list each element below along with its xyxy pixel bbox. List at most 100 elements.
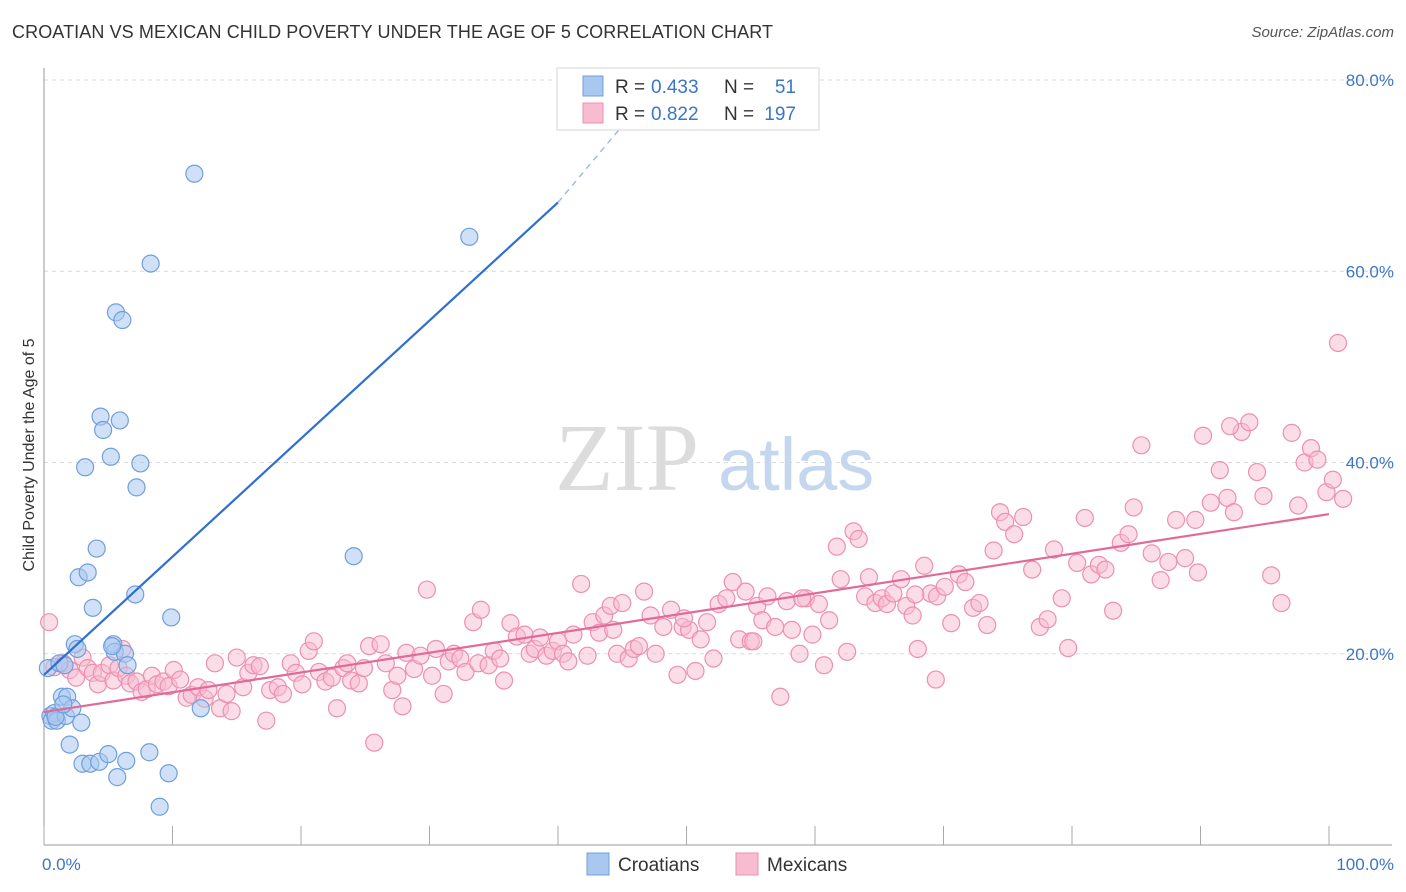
mexicans-point — [1014, 507, 1033, 527]
mexicans-point — [793, 589, 812, 608]
mexicans-point — [222, 702, 241, 721]
mexicans-point — [884, 584, 903, 603]
mexicans-point — [1023, 560, 1042, 579]
bottom-legend-swatch-mexicans — [735, 852, 759, 876]
mexicans-point — [365, 733, 384, 752]
mexicans-point — [1188, 563, 1208, 582]
mexicans-point — [217, 684, 236, 704]
mexicans-point — [744, 632, 763, 651]
mexicans-point — [199, 680, 218, 700]
gridlines — [44, 79, 1392, 655]
croatians-point — [150, 797, 169, 816]
mexicans-point — [849, 529, 868, 549]
mexicans-point — [205, 654, 225, 673]
croatians-point — [185, 164, 204, 183]
legend-croatians-r-value: 0.433 — [651, 77, 699, 98]
bottom-legend-mexicans: Mexicans — [767, 855, 847, 876]
mexicans-point — [1262, 566, 1281, 585]
mexicans-point — [978, 615, 997, 635]
mexicans-point — [1186, 510, 1205, 529]
croatians-point — [99, 745, 118, 764]
croatians-point — [83, 598, 102, 617]
croatians-trend-line — [43, 201, 559, 676]
mexicans-point — [1323, 470, 1342, 489]
x-tick-label-max: 100.0% — [1336, 855, 1394, 874]
mexicans-point — [723, 572, 742, 592]
mexicans-point — [257, 711, 276, 730]
mexicans-point — [942, 614, 961, 633]
mexicans-point — [559, 652, 578, 671]
mexicans-point — [1201, 493, 1220, 512]
mexicans-point — [471, 600, 490, 619]
mexicans-point — [766, 617, 785, 637]
mexicans-point — [629, 636, 649, 656]
mexicans-point — [494, 671, 514, 690]
mexicans-point — [908, 639, 927, 659]
mexicans-point — [820, 611, 839, 630]
croatians-point — [118, 656, 137, 675]
mexicans-point — [814, 656, 834, 675]
mexicans-point — [1282, 423, 1301, 442]
x-tick-marks — [43, 826, 1330, 845]
legend-croatians-r-label: R = — [615, 77, 645, 98]
mexicans-point — [40, 613, 59, 632]
mexicans-point — [1247, 462, 1267, 482]
mexicans-point — [1059, 638, 1078, 658]
mexicans-point — [771, 687, 790, 706]
mexicans-point — [956, 572, 975, 592]
mexicans-point — [1096, 560, 1115, 579]
mexicans-point — [935, 577, 954, 596]
mexicans-point — [668, 665, 687, 684]
legend-mexicans-n-value: 197 — [764, 104, 796, 125]
croatians-point — [72, 713, 91, 732]
mexicans-point — [515, 625, 534, 644]
mexicans-point — [171, 670, 190, 689]
mexicans-point — [1334, 489, 1353, 508]
mexicans-point — [654, 617, 673, 637]
croatians-point — [110, 411, 129, 430]
mexicans-points — [40, 333, 1353, 752]
mexicans-point — [434, 684, 453, 704]
mexicans-point — [1075, 508, 1094, 528]
croatians-point — [101, 447, 120, 466]
mexicans-point — [803, 625, 822, 644]
mexicans-point — [393, 697, 412, 716]
mexicans-point — [1224, 503, 1244, 522]
mexicans-point — [578, 646, 597, 665]
mexicans-point — [984, 541, 1003, 560]
mexicans-point — [1175, 549, 1195, 568]
mexicans-point — [1254, 486, 1273, 506]
mexicans-point — [1166, 510, 1186, 529]
x-tick-label-min: 0.0% — [42, 855, 81, 874]
mexicans-point — [646, 644, 665, 663]
mexicans-point — [388, 666, 407, 685]
croatians-point — [94, 420, 113, 440]
legend-swatch-croatians — [582, 75, 604, 97]
chart-title: CROATIAN VS MEXICAN CHILD POVERTY UNDER … — [12, 22, 774, 42]
croatians-point — [344, 547, 363, 566]
mexicans-point — [338, 654, 357, 673]
mexicans-point — [686, 661, 705, 681]
mexicans-point — [349, 674, 368, 693]
mexicans-point — [717, 589, 736, 608]
mexicans-point — [1005, 525, 1024, 544]
croatians-point — [55, 656, 74, 675]
bottom-legend: Croatians Mexicans — [586, 852, 847, 876]
top-legend: R = 0.433 N = 51 R = 0.822 N = 197 — [556, 67, 820, 131]
mexicans-point — [456, 662, 475, 682]
mexicans-point — [1104, 601, 1123, 620]
croatians-point — [127, 478, 146, 497]
mexicans-point — [782, 620, 801, 639]
mexicans-point — [827, 537, 846, 556]
croatians-point — [162, 608, 181, 627]
croatians-point — [60, 735, 79, 754]
mexicans-point — [1308, 450, 1327, 469]
mexicans-trend-line — [43, 513, 1330, 714]
mexicans-point — [1132, 436, 1151, 455]
mexicans-point — [572, 574, 591, 594]
mexicans-point — [1220, 417, 1240, 436]
croatians-point — [117, 751, 136, 770]
mexicans-point — [691, 630, 710, 649]
y-axis-label: Child Poverty Under the Age of 5 — [21, 338, 38, 571]
mexicans-point — [371, 635, 390, 654]
